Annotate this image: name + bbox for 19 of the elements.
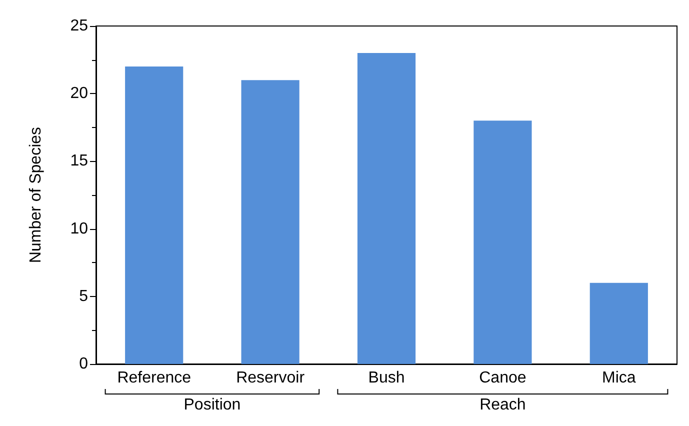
y-tick-label: 5 xyxy=(79,288,88,305)
bar xyxy=(590,282,648,364)
x-tick-label: Bush xyxy=(368,370,405,386)
text: Position xyxy=(184,396,241,414)
y-tick-label: 10 xyxy=(70,220,88,238)
x-tick-label: Reservoir xyxy=(236,370,306,386)
y-tick-label: 25 xyxy=(70,18,88,34)
x-tick-label: Mica xyxy=(602,370,636,386)
bar xyxy=(125,66,184,364)
bar xyxy=(241,80,300,364)
y-tick-label: 0 xyxy=(79,356,88,372)
bar xyxy=(474,120,532,364)
x-tick-label: Reference xyxy=(117,370,192,386)
y-axis-title: Number of Species xyxy=(28,126,44,264)
text: Reach xyxy=(480,396,526,414)
x-tick-label: Canoe xyxy=(479,370,526,386)
y-tick-label: 20 xyxy=(70,85,88,102)
y-tick-label: 15 xyxy=(70,152,88,170)
bar xyxy=(357,53,416,364)
